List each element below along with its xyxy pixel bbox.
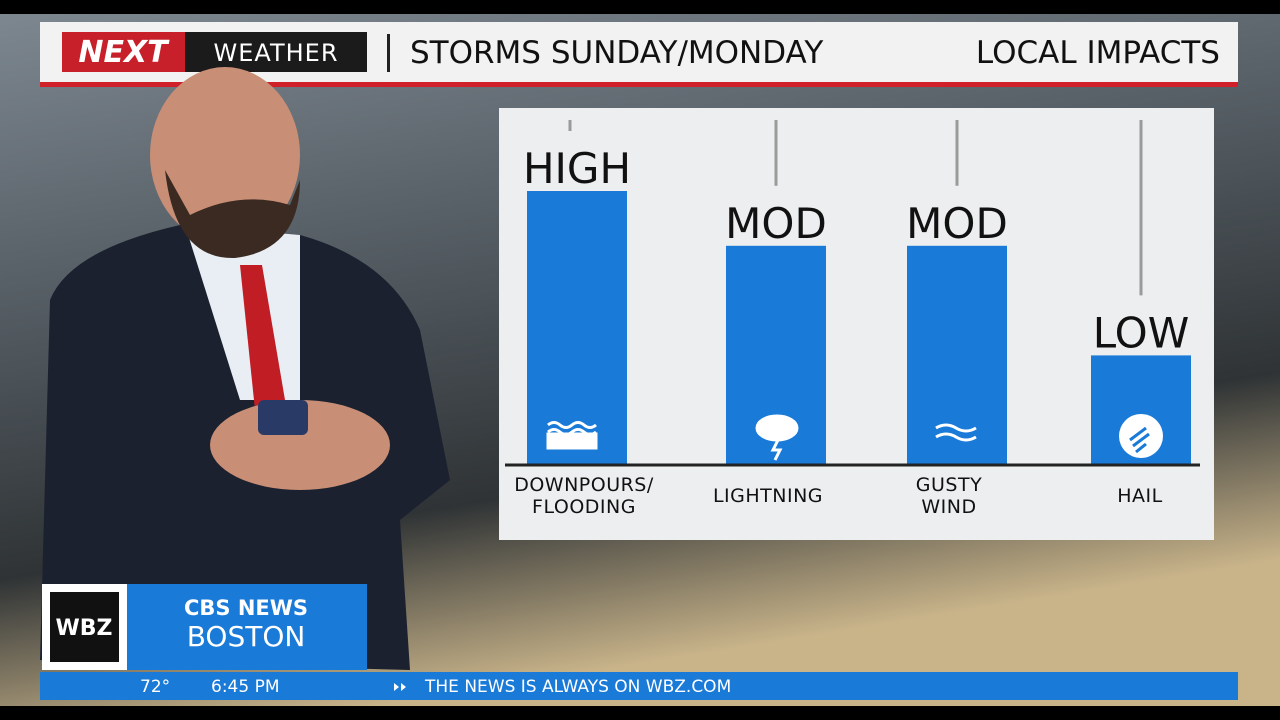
- value-label: MOD: [725, 199, 827, 248]
- logo-next: NEXT: [78, 35, 170, 70]
- logo-weather-box: [185, 32, 367, 72]
- temperature: 72°: [140, 677, 170, 697]
- value-label: MOD: [906, 199, 1008, 248]
- header-title: STORMS SUNDAY/MONDAY: [410, 35, 823, 71]
- category-label: LIGHTNING: [712, 485, 824, 507]
- chart: HIGH MOD MOD LOW: [523, 120, 1191, 465]
- ticker-text: THE NEWS IS ALWAYS ON WBZ.COM: [424, 677, 731, 697]
- logo-next-box: [62, 32, 185, 72]
- header-underline: [40, 82, 1238, 87]
- bar-icons: [546, 414, 1163, 461]
- ticker-bar: [40, 672, 1238, 700]
- ticker-arrows: [394, 683, 406, 691]
- header-divider: [387, 34, 390, 72]
- category-label: DOWNPOURS/ FLOODING: [514, 474, 654, 518]
- network-box: [127, 584, 367, 670]
- bar: [527, 191, 627, 465]
- value-label: LOW: [1093, 308, 1190, 357]
- bar: [907, 245, 1007, 465]
- value-label: HIGH: [523, 144, 631, 193]
- presenter: [40, 67, 450, 670]
- time: 6:45 PM: [211, 677, 280, 697]
- station-inner: [50, 592, 119, 662]
- category-label: GUSTY WIND: [915, 474, 983, 518]
- station-name: WBZ: [56, 616, 113, 641]
- network-name: CBS NEWS: [184, 596, 308, 620]
- category-label: HAIL: [1117, 485, 1163, 507]
- city-name: BOSTON: [187, 620, 306, 653]
- logo-weather: WEATHER: [214, 39, 339, 67]
- header-section: LOCAL IMPACTS: [976, 35, 1220, 71]
